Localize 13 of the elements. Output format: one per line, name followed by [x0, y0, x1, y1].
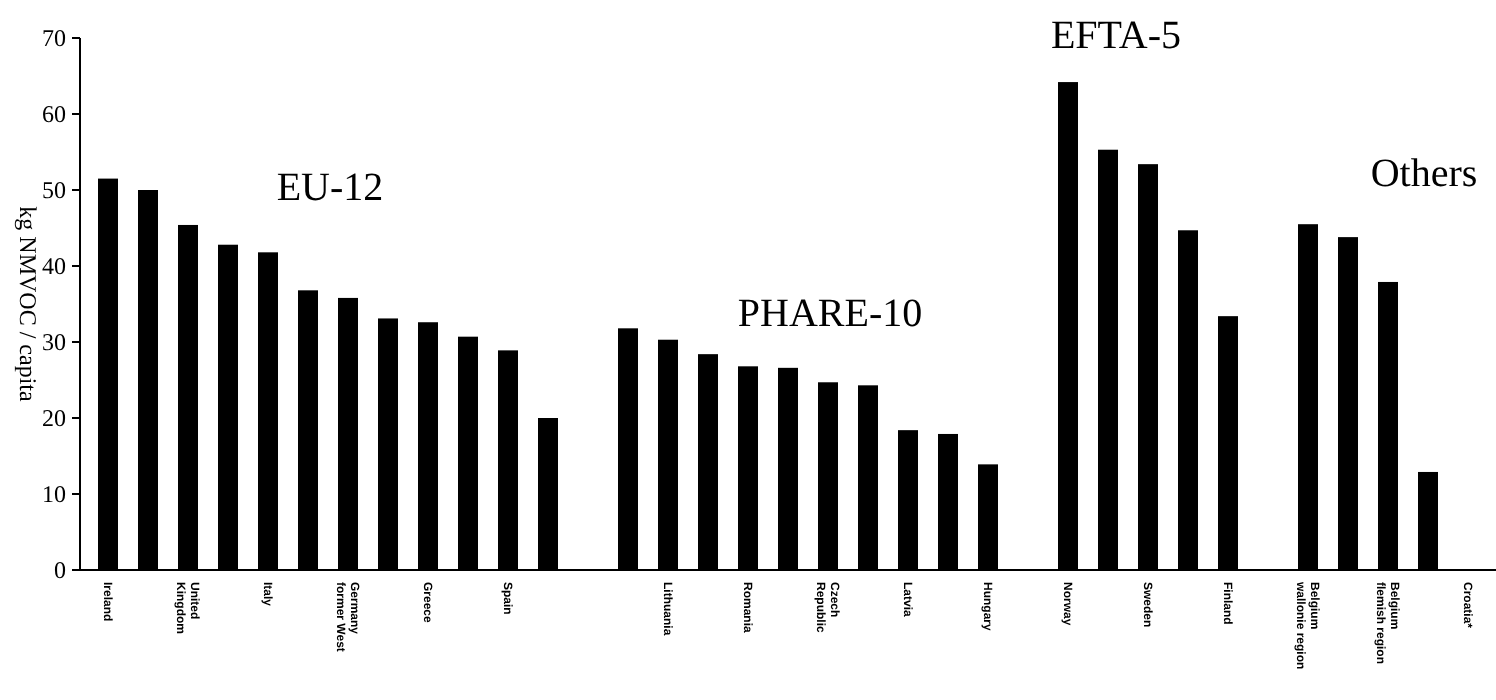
y-tick-label: 40: [42, 252, 66, 281]
y-tick-label: 20: [42, 404, 66, 433]
annotation: Others: [1370, 152, 1478, 196]
y-axis-title: kg NMVOC / capita: [14, 206, 42, 403]
y-tick-label: 10: [42, 480, 66, 509]
annotation: PHARE-10: [737, 292, 923, 336]
y-tick-label: 30: [42, 328, 66, 357]
y-tick-label: 0: [54, 556, 66, 585]
annotation: EFTA-5: [1050, 14, 1182, 58]
y-tick-label: 50: [42, 176, 66, 205]
y-tick-label: 70: [42, 24, 66, 53]
y-tick-label: 60: [42, 100, 66, 129]
annotation: EU-12: [276, 166, 384, 210]
